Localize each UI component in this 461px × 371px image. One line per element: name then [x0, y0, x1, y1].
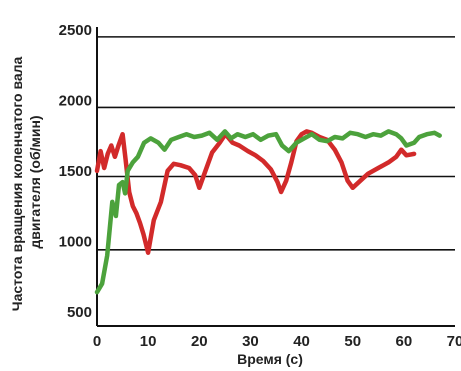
x-tick-label: 40	[293, 333, 310, 350]
x-axis-title: Время (с)	[237, 351, 303, 367]
gridlines	[97, 36, 455, 251]
y-tick-labels: 2500 2000 1500 1000 500	[59, 22, 92, 321]
y-axis-title: Частота вращения коленчатого вала двигат…	[9, 53, 43, 311]
x-tick-label: 50	[344, 333, 361, 350]
y-tick-label: 1000	[59, 233, 92, 250]
y-tick-label: 2000	[59, 92, 92, 109]
y-tick-label: 2500	[59, 22, 92, 39]
x-tick-label: 10	[140, 333, 157, 350]
x-tick-label: 30	[242, 333, 259, 350]
x-tick-label: 0	[93, 333, 101, 350]
series-line-1	[94, 129, 442, 295]
y-axis-title-line-1: Частота вращения коленчатого вала	[9, 56, 25, 311]
y-tick-label: 1500	[59, 163, 92, 180]
x-tick-label: 60	[396, 333, 413, 350]
series-lines	[94, 129, 442, 295]
y-axis-title-line-2: двигателя (об/мин)	[27, 115, 43, 248]
y-tick-label: 500	[67, 304, 92, 321]
x-tick-labels: 0 10 20 30 40 50 60 70	[93, 333, 461, 350]
axes	[96, 27, 455, 327]
series-line-0	[94, 129, 417, 255]
x-tick-label: 20	[191, 333, 208, 350]
x-tick-label: 70	[447, 333, 461, 350]
